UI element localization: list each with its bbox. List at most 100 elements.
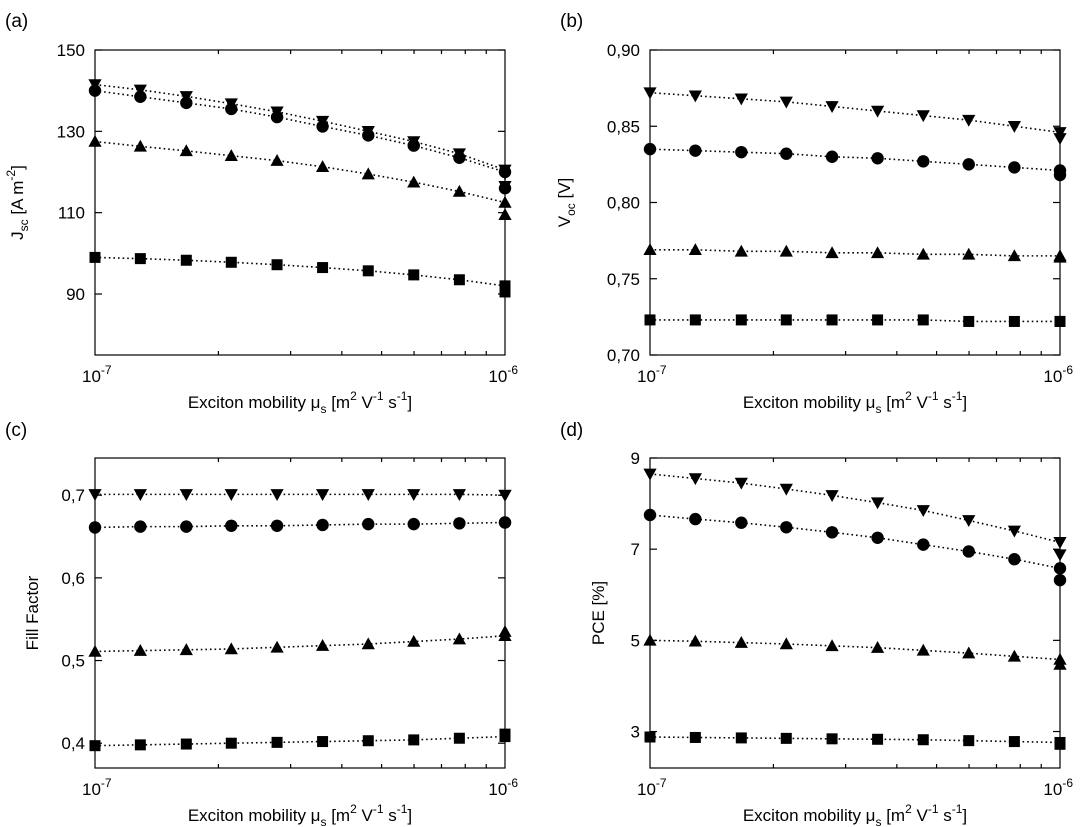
data-point-triangle-up	[870, 641, 885, 653]
y-tick-label: 150	[57, 41, 85, 60]
panel-b: (b) 0,70 0,75 0,80 0,85 0,90 10-7 10-6 Exciton m…	[555, 11, 1073, 416]
data-point-triangle-up	[779, 244, 793, 257]
data-point-circle	[689, 144, 702, 157]
data-point-square	[134, 253, 146, 265]
y-tick-label: 0,80	[607, 194, 640, 213]
y-tick-label: 7	[631, 540, 640, 559]
data-point-square	[499, 280, 511, 292]
y-tick-label: 0,70	[607, 346, 640, 365]
data-point-circle	[780, 147, 793, 160]
data-point-square	[963, 315, 975, 327]
data-point-triangle-down	[315, 489, 330, 501]
data-point-square	[225, 256, 237, 268]
data-point-circle	[917, 155, 930, 168]
data-point-triangle-down	[734, 93, 748, 106]
data-point-triangle-down	[1007, 525, 1021, 538]
series-line	[94, 140, 506, 215]
series-line	[649, 148, 1061, 176]
data-point-triangle-up	[315, 639, 330, 651]
data-point-triangle-down	[916, 505, 930, 518]
data-point-square	[735, 314, 747, 326]
data-point-triangle-down	[1053, 127, 1067, 139]
data-point-square	[917, 314, 929, 326]
data-point-square	[780, 314, 792, 326]
data-point-triangle-up	[270, 154, 284, 166]
data-point-square	[408, 734, 420, 746]
data-point-triangle-down	[224, 489, 238, 501]
data-point-circle	[871, 531, 884, 544]
data-point-square	[180, 738, 192, 750]
y-tick-label: 0,6	[61, 569, 85, 588]
data-point-circle	[871, 152, 884, 165]
data-point-triangle-down	[779, 483, 793, 496]
data-point-circle	[1008, 161, 1021, 174]
data-point-circle	[270, 110, 284, 124]
data-point-square	[499, 286, 511, 298]
data-point-square	[872, 733, 884, 745]
data-point-circle	[316, 518, 329, 532]
plot-frame	[649, 457, 1061, 769]
data-point-triangle-up	[643, 633, 657, 646]
series-line	[649, 639, 1061, 665]
data-point-square	[644, 314, 656, 326]
data-point-triangle-down	[270, 489, 284, 501]
data-point-triangle-up	[270, 640, 284, 653]
y-tick-label: 0,90	[607, 41, 640, 60]
data-point-triangle-up	[916, 643, 930, 656]
data-point-circle	[498, 182, 512, 195]
series-circle	[88, 84, 512, 195]
y-axis-title: Fill Factor	[23, 575, 42, 650]
series-line	[649, 514, 1061, 581]
y-tick-label: 3	[631, 723, 640, 742]
data-point-circle	[88, 84, 102, 97]
series-line	[650, 319, 1060, 323]
data-point-triangle-up	[224, 149, 238, 162]
data-point-triangle-up	[452, 184, 466, 197]
data-point-triangle-up	[688, 634, 702, 647]
data-point-triangle-down	[88, 489, 102, 501]
data-point-square	[689, 314, 701, 326]
data-point-triangle-down	[643, 468, 657, 481]
data-point-triangle-down	[452, 489, 466, 501]
data-point-square	[89, 251, 101, 263]
series-triangle-up	[88, 625, 512, 657]
series-triangle-down	[88, 79, 512, 193]
plot-frame	[94, 49, 506, 356]
data-point-square	[689, 731, 701, 743]
data-point-triangle-down	[916, 110, 930, 123]
y-axis-title: Jsc [A m-2]	[4, 165, 31, 240]
data-point-circle	[498, 516, 512, 529]
data-point-triangle-up	[179, 643, 193, 656]
data-point-circle	[1053, 573, 1067, 587]
data-point-square	[917, 734, 929, 746]
data-point-triangle-down	[498, 489, 512, 502]
series-line	[94, 83, 506, 187]
panel-label: (c)	[5, 420, 27, 441]
data-point-circle	[735, 516, 748, 529]
data-point-square	[1054, 738, 1066, 750]
data-point-circle	[643, 508, 657, 522]
data-point-circle	[825, 150, 839, 163]
panel-label: (d)	[560, 420, 583, 441]
data-point-circle	[270, 519, 284, 532]
panel-c: (c) 0,4 0,5 0,6 0,7 10-7 10-6 Exciton mobility …	[5, 420, 518, 827]
series-line	[94, 256, 506, 292]
series-line	[94, 734, 506, 747]
data-point-triangle-down	[825, 490, 839, 502]
data-point-circle	[134, 520, 147, 533]
data-point-triangle-down	[870, 105, 885, 118]
series-line	[94, 521, 506, 529]
data-point-square	[271, 259, 283, 271]
data-point-square	[499, 728, 511, 740]
data-point-square	[872, 314, 884, 326]
data-point-triangle-up	[643, 243, 657, 256]
data-point-triangle-up	[498, 208, 512, 220]
data-point-triangle-up	[1053, 657, 1067, 670]
data-point-circle	[362, 517, 375, 531]
series-square	[644, 314, 1066, 327]
data-point-square	[453, 274, 465, 286]
data-point-triangle-up	[498, 625, 512, 637]
y-tick-label: 130	[57, 122, 85, 141]
data-point-triangle-down	[870, 497, 885, 510]
